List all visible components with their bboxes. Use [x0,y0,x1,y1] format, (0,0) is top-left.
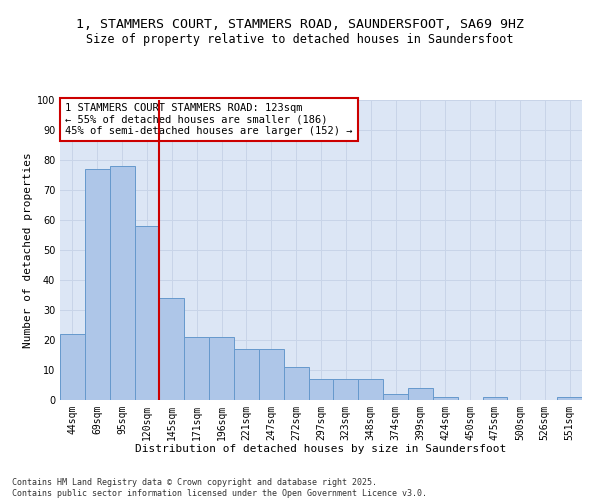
Text: Size of property relative to detached houses in Saundersfoot: Size of property relative to detached ho… [86,32,514,46]
Bar [408,388,433,400]
Text: Contains HM Land Registry data © Crown copyright and database right 2025.
Contai: Contains HM Land Registry data © Crown c… [12,478,427,498]
Bar [482,397,508,400]
Bar [209,337,234,400]
X-axis label: Distribution of detached houses by size in Saundersfoot: Distribution of detached houses by size … [136,444,506,454]
Bar [383,394,408,400]
Bar [160,298,184,400]
Bar [259,349,284,400]
Bar [358,379,383,400]
Bar [557,397,582,400]
Bar [433,397,458,400]
Bar [134,226,160,400]
Text: 1 STAMMERS COURT STAMMERS ROAD: 123sqm
← 55% of detached houses are smaller (186: 1 STAMMERS COURT STAMMERS ROAD: 123sqm ←… [65,103,353,136]
Bar [284,367,308,400]
Text: 1, STAMMERS COURT, STAMMERS ROAD, SAUNDERSFOOT, SA69 9HZ: 1, STAMMERS COURT, STAMMERS ROAD, SAUNDE… [76,18,524,30]
Bar [234,349,259,400]
Bar [85,169,110,400]
Bar [334,379,358,400]
Bar [110,166,134,400]
Y-axis label: Number of detached properties: Number of detached properties [23,152,32,348]
Bar [184,337,209,400]
Bar [308,379,334,400]
Bar [60,334,85,400]
